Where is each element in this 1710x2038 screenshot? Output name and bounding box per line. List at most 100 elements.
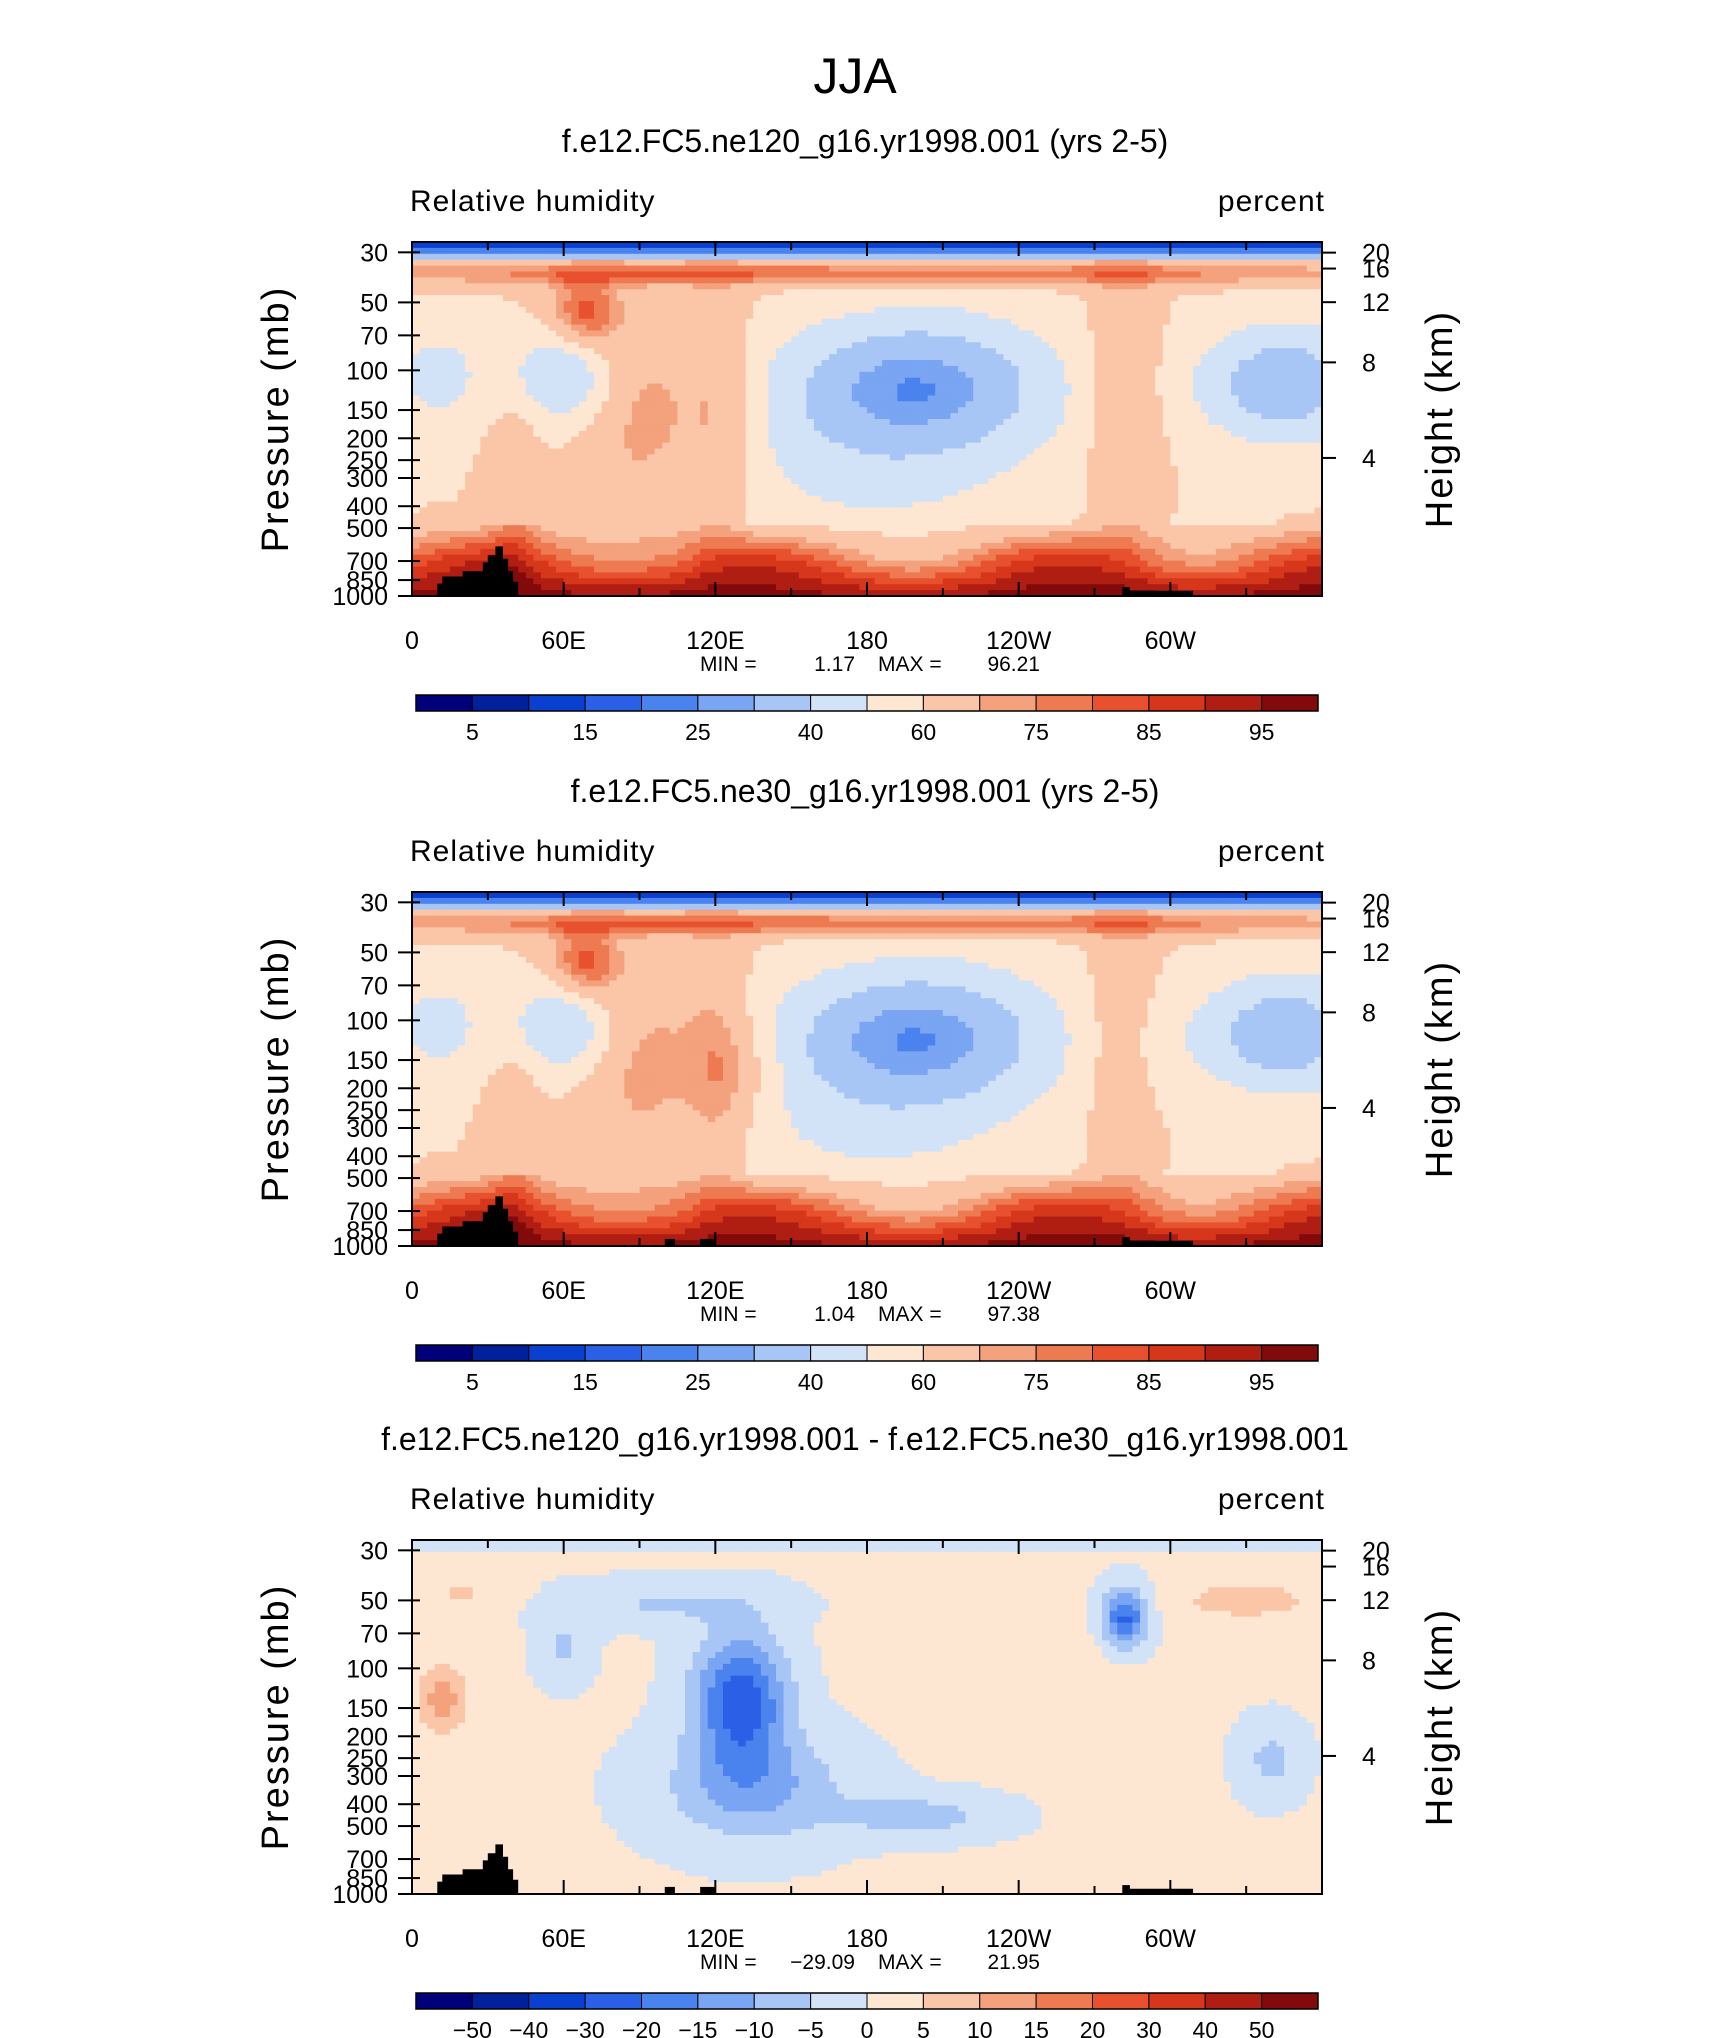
contour-cell (889, 295, 898, 302)
contour-cell (1299, 289, 1308, 296)
contour-cell (503, 365, 512, 373)
contour-cell (760, 336, 770, 343)
contour-cell (1041, 312, 1050, 320)
contour-cell (791, 306, 800, 314)
contour-cell (1056, 336, 1065, 343)
contour-cell (897, 360, 906, 367)
contour-cell (601, 253, 610, 261)
contour-cell (419, 413, 428, 420)
contour-cell (988, 265, 997, 273)
contour-cell (533, 271, 542, 278)
contour-cell (563, 312, 572, 320)
contour-cell (1033, 342, 1043, 349)
contour-cell (601, 430, 610, 438)
contour-cell (578, 306, 588, 314)
contour-cell (1208, 259, 1217, 267)
contour-cell (980, 407, 989, 414)
contour-cell (1147, 348, 1156, 355)
contour-cell (1033, 271, 1043, 278)
contour-cell (685, 348, 694, 355)
contour-cell (662, 401, 671, 408)
contour-cell (950, 354, 959, 361)
contour-cell (821, 330, 830, 337)
contour-cell (760, 389, 770, 396)
contour-cell (722, 442, 732, 450)
contour-cell (1064, 436, 1073, 444)
contour-cell (1200, 301, 1209, 308)
contour-cell (1056, 318, 1065, 326)
contour-cell (1177, 419, 1187, 426)
contour-cell (465, 395, 474, 402)
contour-cell (882, 295, 891, 302)
contour-cell (503, 442, 512, 450)
contour-cell (571, 301, 580, 308)
contour-cell (1276, 460, 1285, 467)
contour-cell (1049, 389, 1058, 396)
contour-cell (776, 277, 785, 284)
contour-cell (1018, 242, 1027, 249)
contour-cell (745, 312, 754, 320)
contour-cell (692, 277, 701, 284)
contour-cell (465, 478, 474, 485)
contour-cell (533, 424, 542, 432)
contour-cell (1071, 301, 1080, 308)
contour-cell (753, 483, 762, 491)
contour-cell (495, 324, 504, 332)
contour-cell (631, 306, 641, 314)
contour-cell (874, 283, 883, 290)
contour-cell (449, 265, 459, 273)
contour-cell (715, 336, 724, 343)
contour-cell (1253, 301, 1262, 308)
contour-cell (594, 259, 603, 267)
contour-cell (700, 289, 709, 296)
contour-cell (465, 306, 474, 314)
contour-cell (1162, 430, 1171, 438)
contour-cell (442, 277, 451, 284)
contour-cell (995, 466, 1005, 473)
contour-cell (563, 354, 572, 361)
contour-cell (639, 277, 648, 284)
contour-cell (776, 383, 785, 391)
contour-cell (1246, 395, 1255, 402)
contour-cell (556, 324, 565, 332)
contour-cell (540, 301, 550, 308)
contour-cell (1086, 424, 1096, 432)
contour-cell (813, 365, 823, 373)
contour-cell (1314, 253, 1322, 261)
contour-cell (867, 413, 876, 420)
contour-cell (609, 424, 618, 432)
contour-cell (1049, 436, 1058, 444)
contour-cell (692, 377, 701, 385)
contour-cell (798, 466, 807, 473)
contour-cell (1079, 478, 1088, 485)
contour-cell (904, 283, 914, 290)
contour-cell (563, 413, 572, 420)
contour-cell (465, 336, 474, 343)
contour-cell (1011, 413, 1020, 420)
contour-cell (1291, 424, 1300, 432)
contour-cell (548, 389, 557, 396)
contour-cell (1299, 407, 1308, 414)
contour-cell (1071, 413, 1080, 420)
contour-cell (783, 312, 792, 320)
contour-cell (1117, 389, 1126, 396)
contour-cell (1170, 301, 1179, 308)
contour-cell (594, 478, 603, 485)
contour-cell (920, 318, 929, 326)
contour-cell (965, 371, 974, 379)
contour-cell (480, 312, 489, 320)
contour-cell (1253, 448, 1262, 455)
contour-cell (859, 283, 868, 290)
contour-cell (457, 472, 466, 479)
contour-cell (548, 466, 557, 473)
contour-cell (434, 318, 443, 326)
contour-cell (836, 395, 845, 402)
contour-cell (965, 265, 974, 273)
contour-cell (677, 460, 686, 467)
contour-cell (1215, 271, 1225, 278)
contour-cell (449, 448, 459, 455)
contour-cell (1071, 259, 1080, 267)
contour-cell (1086, 277, 1096, 284)
contour-cell (813, 247, 823, 255)
contour-cell (1306, 271, 1316, 278)
